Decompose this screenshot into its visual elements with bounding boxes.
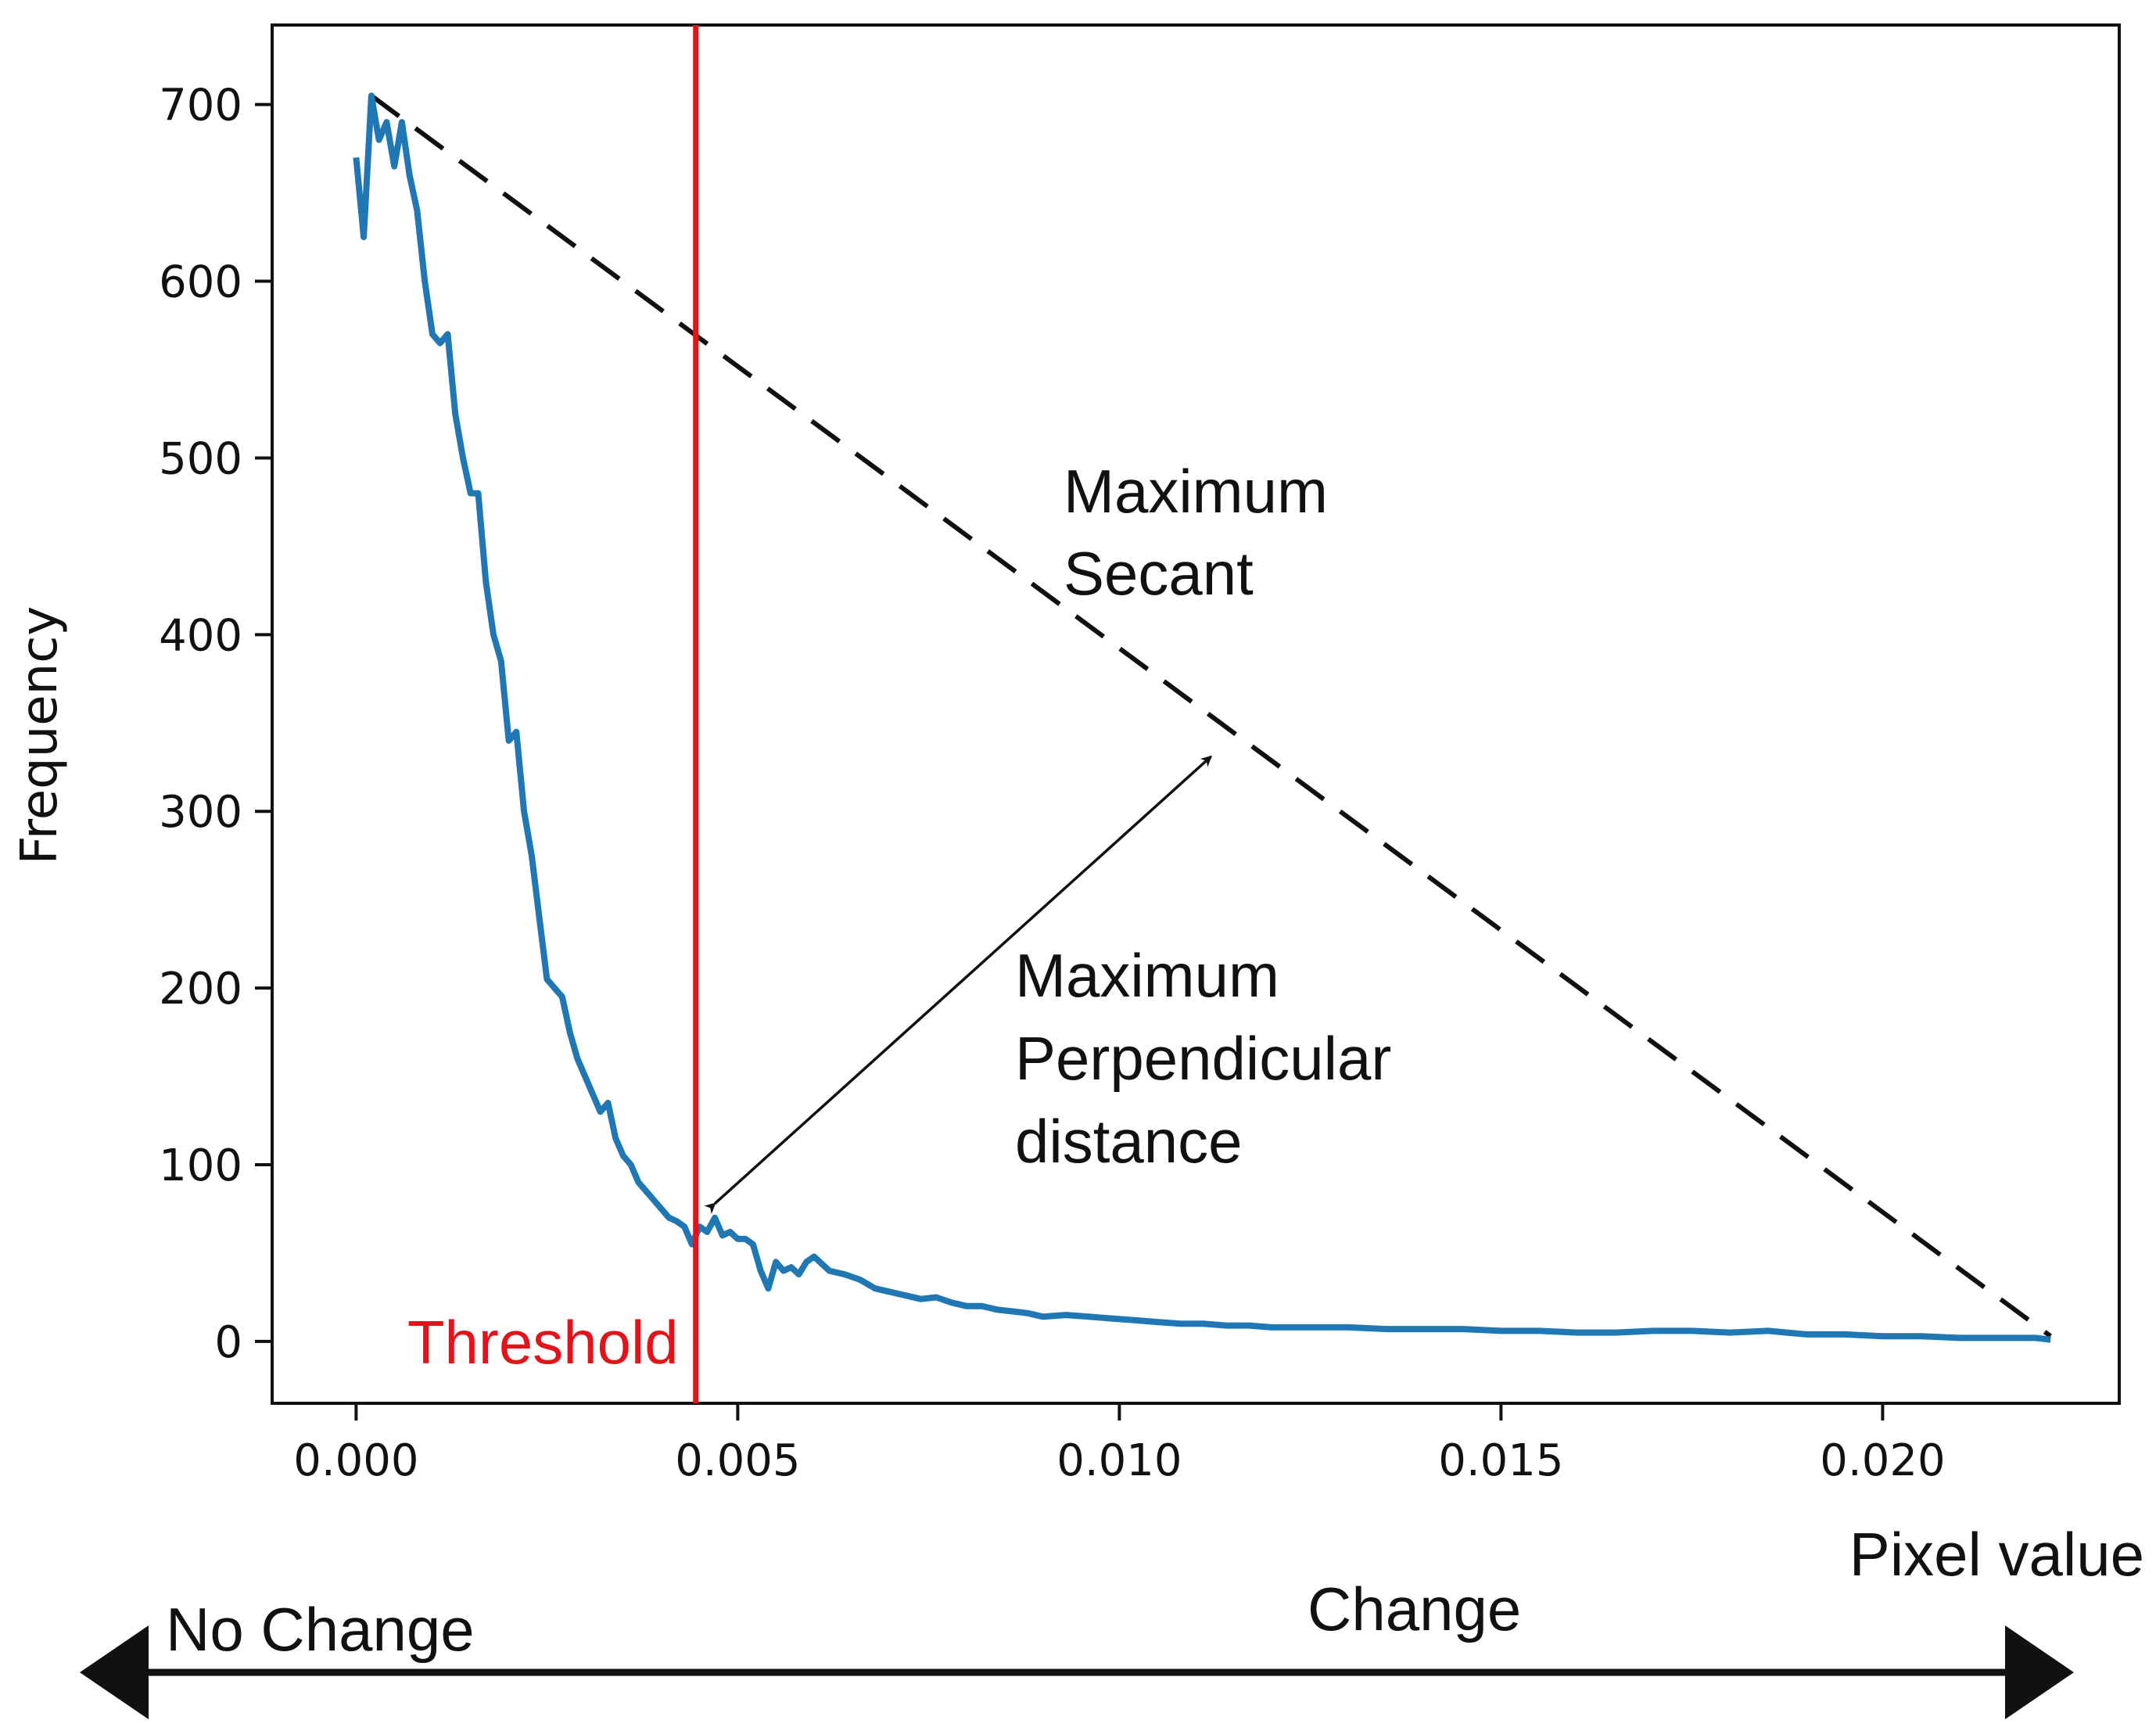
- y-axis-ticks: 0 100 200 300 400 500 600 700: [159, 81, 272, 1368]
- frequency-series-line: [353, 92, 2051, 1343]
- y-tick-label: 0: [214, 1317, 242, 1368]
- secant-label-line1: Maximum: [1064, 457, 1328, 526]
- x-tick-label: 0.005: [675, 1435, 800, 1486]
- right-arrowhead-icon: [2005, 1625, 2074, 1719]
- x-tick-label: 0.015: [1438, 1435, 1563, 1486]
- x-tick-label: 0.010: [1056, 1435, 1182, 1486]
- no-change-label: No Change: [166, 1595, 475, 1664]
- change-label: Change: [1308, 1575, 1521, 1643]
- maximum-secant-line: [370, 93, 2052, 1338]
- y-tick-label: 300: [159, 787, 242, 838]
- y-tick-label: 500: [159, 433, 242, 484]
- maximum-perpendicular-distance-arrow: [704, 755, 1213, 1214]
- x-tick-label: 0.020: [1820, 1435, 1945, 1486]
- y-tick-label: 400: [159, 610, 242, 661]
- y-tick-label: 700: [159, 81, 242, 131]
- x-axis-label: Pixel value: [1849, 1520, 2144, 1589]
- plot-frame: [271, 23, 2121, 1405]
- secant-label-line2: Secant: [1064, 539, 1254, 608]
- left-arrowhead-icon: [80, 1625, 149, 1719]
- y-tick-label: 600: [159, 257, 242, 308]
- threshold-label: Threshold: [407, 1308, 679, 1377]
- y-axis-label: Frequency: [11, 606, 69, 865]
- x-axis-ticks: 0.000 0.005 0.010 0.015 0.020: [293, 1403, 1946, 1486]
- y-tick-label: 100: [159, 1140, 242, 1191]
- x-tick-label: 0.000: [293, 1435, 418, 1486]
- perpendicular-label-line1: Maximum: [1015, 941, 1279, 1010]
- perpendicular-label-line3: distance: [1015, 1107, 1243, 1176]
- perpendicular-label-line2: Perpendicular: [1015, 1024, 1391, 1093]
- y-tick-label: 200: [159, 964, 242, 1015]
